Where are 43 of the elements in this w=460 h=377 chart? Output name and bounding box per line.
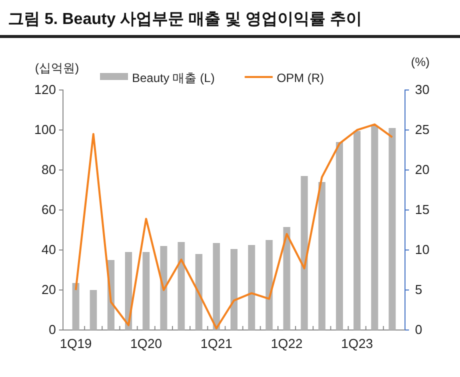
x-tick-label: 1Q19 — [60, 336, 92, 351]
y-tick-label: 20 — [42, 282, 56, 298]
bar — [160, 246, 168, 330]
bar — [230, 249, 238, 330]
bar — [336, 142, 343, 330]
bar — [371, 126, 378, 330]
y2-tick-label: 20 — [415, 162, 430, 178]
x-tick-label: 1Q20 — [130, 336, 162, 351]
y2-tick-label: 30 — [415, 82, 430, 98]
y-tick-label: 40 — [42, 242, 56, 258]
y2-tick-label: 0 — [415, 322, 422, 338]
bar — [300, 176, 308, 330]
x-tick-label: 1Q23 — [341, 336, 373, 351]
y-tick-label: 60 — [42, 202, 56, 218]
bar — [125, 252, 132, 330]
y2-tick-label: 15 — [415, 202, 430, 218]
y-tick-label: 120 — [34, 82, 56, 98]
x-tick-label: 1Q21 — [200, 336, 232, 351]
bar — [248, 245, 256, 330]
bar — [72, 283, 80, 330]
bar — [388, 128, 396, 330]
bar — [266, 240, 273, 330]
y-axis-title: (십억원) — [35, 61, 79, 75]
y-tick-label: 0 — [48, 322, 56, 338]
y2-tick-label: 5 — [415, 282, 422, 298]
bar — [195, 254, 202, 330]
y-tick-label: 100 — [34, 122, 56, 138]
y-tick-label: 80 — [42, 162, 56, 178]
line-series — [74, 123, 394, 330]
bar — [318, 182, 326, 330]
x-tick-label: 1Q22 — [270, 336, 303, 351]
y2-tick-label: 10 — [415, 242, 430, 258]
y2-axis-title: (%) — [411, 55, 430, 69]
chart-title: 그림 5. Beauty 사업부문 매출 및 영업이익률 추이 — [8, 11, 362, 28]
bar — [178, 242, 185, 330]
legend-label: OPM (R) — [276, 71, 324, 85]
bar — [142, 252, 150, 330]
bar — [212, 243, 220, 330]
legend-label: Beauty 매출 (L) — [132, 71, 215, 85]
bar — [354, 131, 361, 330]
bar — [283, 227, 290, 330]
bar — [90, 290, 97, 330]
y2-tick-label: 25 — [415, 122, 430, 138]
